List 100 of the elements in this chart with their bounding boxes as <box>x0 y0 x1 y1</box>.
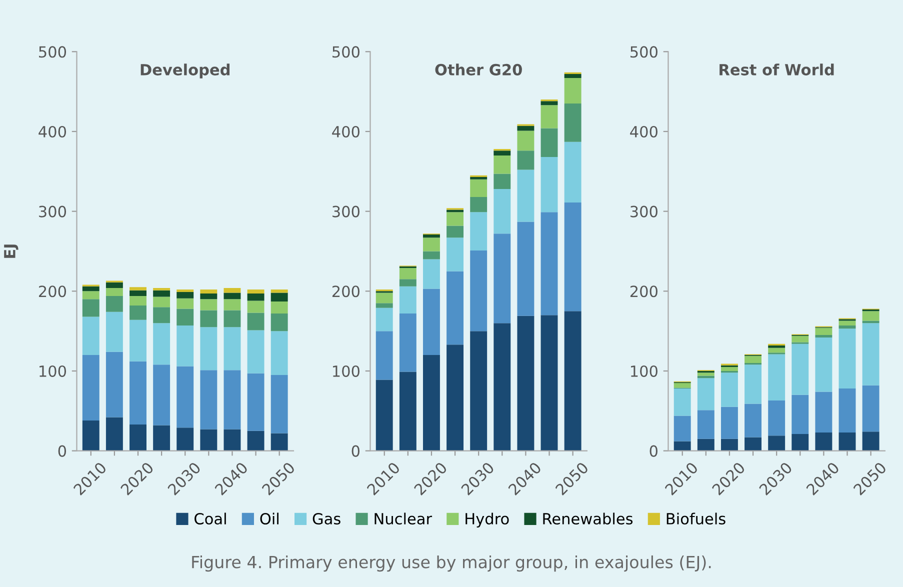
bar <box>224 370 241 430</box>
bar <box>838 432 856 451</box>
bar <box>224 310 241 328</box>
bar <box>176 428 194 451</box>
bar <box>82 299 100 317</box>
bar <box>153 425 170 451</box>
caption: Figure 4. Primary energy use by major group, in exajoules (EJ). <box>192 555 711 572</box>
bar <box>106 288 123 296</box>
bar <box>446 271 464 345</box>
bar <box>470 250 488 332</box>
bar <box>744 364 762 404</box>
bar <box>564 202 582 312</box>
bar <box>674 388 691 416</box>
bar <box>838 325 856 329</box>
y-tick-label: 0 <box>650 445 658 457</box>
bar <box>792 336 809 342</box>
bar <box>697 410 714 439</box>
bar <box>494 150 511 156</box>
bar <box>697 438 714 451</box>
bar <box>106 417 123 451</box>
bar <box>106 312 123 352</box>
bar <box>247 312 264 330</box>
bar <box>200 327 218 370</box>
bar <box>399 372 416 451</box>
legend-label: Nuclear <box>374 512 432 525</box>
bar <box>130 320 146 362</box>
bar <box>399 286 416 314</box>
bar <box>200 310 218 328</box>
y-tick-label: 0 <box>58 445 66 457</box>
bar <box>399 314 416 372</box>
bar <box>564 142 582 203</box>
bar <box>153 307 170 324</box>
bar <box>494 174 511 189</box>
bar <box>422 259 440 289</box>
bar <box>517 222 534 316</box>
bar <box>744 404 762 438</box>
bar <box>176 325 194 366</box>
bar <box>422 238 440 252</box>
bar <box>768 436 786 451</box>
bar <box>153 296 170 308</box>
bar <box>247 294 264 301</box>
bar <box>674 382 691 388</box>
bar <box>494 234 511 324</box>
bar <box>470 196 488 212</box>
bar <box>376 331 393 380</box>
bar <box>494 323 511 451</box>
text: Other G20 <box>435 64 522 76</box>
bar <box>862 320 880 324</box>
bar <box>720 438 738 451</box>
bar <box>838 320 856 326</box>
y-tick-label: 0 <box>352 445 360 457</box>
bar <box>376 308 393 332</box>
bar <box>674 441 691 451</box>
bar <box>270 314 288 332</box>
legend-label: Gas <box>312 512 340 525</box>
bar <box>446 210 464 212</box>
bar <box>792 344 809 395</box>
bar <box>422 251 440 260</box>
y-tick-label: 500 <box>332 46 360 58</box>
bar <box>470 176 488 180</box>
bar <box>838 388 856 432</box>
bar <box>270 292 288 302</box>
legend-label: Oil <box>260 512 278 525</box>
bar <box>720 366 738 371</box>
bar <box>517 150 534 170</box>
bar <box>494 188 511 234</box>
bar <box>130 296 146 306</box>
bar <box>720 406 738 439</box>
bar <box>106 352 123 418</box>
bar <box>200 370 218 430</box>
legend-label: Renewables <box>543 512 633 525</box>
bar <box>768 348 786 353</box>
bar <box>224 288 241 293</box>
bar <box>153 290 170 297</box>
bar <box>247 330 264 374</box>
y-tick-label: 200 <box>38 286 66 298</box>
bar <box>270 290 288 293</box>
bar <box>815 337 832 392</box>
bar <box>270 331 288 375</box>
bar <box>200 299 218 310</box>
y-tick-label: 400 <box>38 126 66 138</box>
bar <box>200 290 218 294</box>
bar <box>399 268 416 280</box>
bar <box>540 315 558 451</box>
bar <box>862 311 880 321</box>
bar <box>446 238 464 272</box>
bar <box>815 432 832 451</box>
bar <box>376 303 393 308</box>
bar <box>153 364 170 426</box>
legend-label: Hydro <box>466 512 509 528</box>
bar <box>744 356 762 363</box>
bar <box>744 437 762 451</box>
bar <box>422 355 440 451</box>
legend-label: Coal <box>194 512 226 525</box>
bar <box>674 416 691 442</box>
bar <box>224 429 241 451</box>
bar <box>540 128 558 158</box>
bar <box>176 366 194 428</box>
bar <box>862 323 880 386</box>
y-tick-label: 100 <box>333 365 360 378</box>
